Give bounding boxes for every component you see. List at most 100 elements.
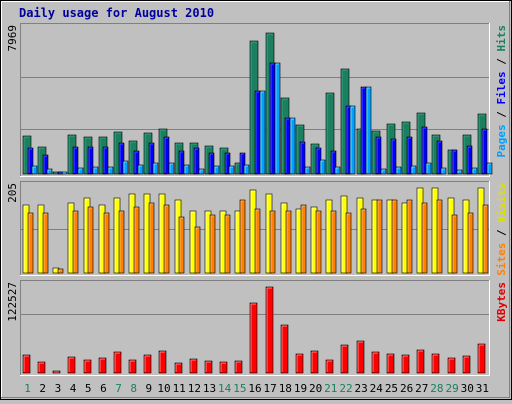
bar-files-day-21 [330, 150, 337, 175]
bar-sites-day-1 [27, 212, 34, 274]
bar-sites-day-25 [391, 199, 398, 274]
bar-files-day-2 [42, 154, 49, 175]
bar-pages-day-8 [137, 164, 144, 175]
bar-files-day-6 [102, 146, 109, 175]
bar-sites-day-12 [194, 226, 201, 274]
bar-pages-day-20 [319, 159, 326, 175]
bar-sites-day-20 [315, 210, 322, 274]
bar-sites-day-29 [451, 214, 458, 274]
x-tick-label-day-19: 19 [294, 382, 307, 395]
bar-files-day-25 [390, 138, 397, 175]
bar-kbytes-day-19 [295, 353, 304, 374]
bar-kbytes-day-18 [280, 324, 289, 374]
x-tick-label-day-7: 7 [115, 382, 122, 395]
bar-kbytes-day-11 [174, 362, 183, 374]
bar-kbytes-day-1 [22, 354, 31, 374]
bar-files-day-26 [406, 136, 413, 175]
panel-hits-files-pages-max-label: 7969 [6, 25, 19, 52]
bar-sites-day-23 [360, 208, 367, 274]
bar-sites-day-17 [269, 210, 276, 274]
bar-sites-day-6 [103, 212, 110, 274]
bar-pages-day-17 [274, 62, 281, 175]
series-label-part: Files [495, 71, 508, 104]
x-tick-label-day-15: 15 [233, 382, 246, 395]
x-tick-label-day-16: 16 [248, 382, 261, 395]
bar-sites-day-4 [72, 210, 79, 274]
panel-visits-sites-max-label: 205 [6, 183, 19, 203]
panel-kbytes-max-label: 122527 [6, 282, 19, 322]
x-tick-label-day-28: 28 [430, 382, 443, 395]
x-tick-label-day-13: 13 [203, 382, 216, 395]
bar-pages-day-2 [46, 168, 53, 175]
bar-sites-day-13 [209, 214, 216, 274]
bar-files-day-14 [224, 152, 231, 175]
x-tick-label-day-14: 14 [218, 382, 232, 395]
bar-kbytes-day-9 [143, 354, 152, 374]
x-tick-label-day-6: 6 [100, 382, 107, 395]
bar-pages-day-11 [183, 164, 190, 175]
bar-pages-day-22 [349, 105, 356, 175]
bar-pages-day-14 [228, 165, 235, 175]
bar-pages-day-26 [410, 165, 417, 175]
bar-files-day-29 [451, 149, 458, 175]
bar-kbytes-day-10 [158, 350, 167, 374]
bar-pages-day-16 [259, 90, 266, 175]
bar-kbytes-day-14 [219, 361, 228, 374]
x-tick-label-day-21: 21 [324, 382, 337, 395]
bar-files-day-5 [87, 146, 94, 175]
x-tick-label-day-20: 20 [309, 382, 322, 395]
bar-files-day-19 [299, 141, 306, 175]
x-tick-label-day-18: 18 [279, 382, 292, 395]
bar-sites-day-21 [330, 210, 337, 274]
bar-sites-day-3 [57, 268, 64, 274]
bar-pages-day-23 [365, 86, 372, 175]
x-tick-label-day-2: 2 [39, 382, 46, 395]
x-tick-label-day-25: 25 [385, 382, 398, 395]
series-label-part: Pages [495, 124, 508, 157]
x-tick-label-day-12: 12 [188, 382, 201, 395]
series-label-part: Hits [495, 25, 508, 52]
bar-sites-day-8 [133, 206, 140, 274]
bar-kbytes-day-26 [401, 354, 410, 374]
panel-visits-sites-series-label: Sites / Visits [495, 183, 508, 276]
bar-files-day-8 [133, 150, 140, 175]
bar-sites-day-19 [300, 204, 307, 274]
series-label-part: / [495, 52, 508, 72]
bar-sites-day-5 [87, 206, 94, 274]
bar-files-day-4 [72, 146, 79, 175]
bar-kbytes-day-4 [67, 356, 76, 374]
bar-sites-day-14 [224, 214, 231, 274]
bar-kbytes-day-22 [340, 344, 349, 374]
bar-kbytes-day-27 [416, 349, 425, 374]
bar-kbytes-day-24 [371, 351, 380, 374]
bar-kbytes-day-30 [462, 355, 471, 374]
bar-pages-day-24 [380, 168, 387, 175]
panel-kbytes-series-label: KBytes [495, 282, 508, 322]
bar-pages-day-15 [243, 164, 250, 175]
bar-files-day-15 [239, 152, 246, 175]
x-tick-label-day-3: 3 [55, 382, 62, 395]
bar-pages-day-12 [198, 168, 205, 175]
bar-kbytes-day-8 [128, 359, 137, 374]
bar-files-day-13 [208, 152, 215, 175]
bar-sites-day-2 [42, 212, 49, 274]
bar-files-day-28 [436, 140, 443, 175]
x-tick-label-day-23: 23 [355, 382, 368, 395]
bar-pages-day-19 [304, 166, 311, 175]
panel-hits-files-pages-series-label: Pages / Files / Hits [495, 25, 508, 158]
x-tick-label-day-24: 24 [370, 382, 384, 395]
bar-kbytes-day-21 [325, 359, 334, 374]
bar-sites-day-11 [178, 216, 185, 274]
bar-pages-day-29 [456, 169, 463, 175]
bar-sites-day-31 [482, 204, 489, 274]
bar-pages-day-13 [213, 165, 220, 175]
series-label-part: / [495, 223, 508, 243]
bar-sites-day-7 [118, 210, 125, 274]
x-tick-label-day-22: 22 [339, 382, 352, 395]
x-tick-label-day-29: 29 [445, 382, 458, 395]
bar-kbytes-day-20 [310, 350, 319, 374]
bar-files-day-31 [481, 128, 488, 175]
bar-sites-day-22 [345, 212, 352, 274]
bar-sites-day-10 [163, 204, 170, 274]
